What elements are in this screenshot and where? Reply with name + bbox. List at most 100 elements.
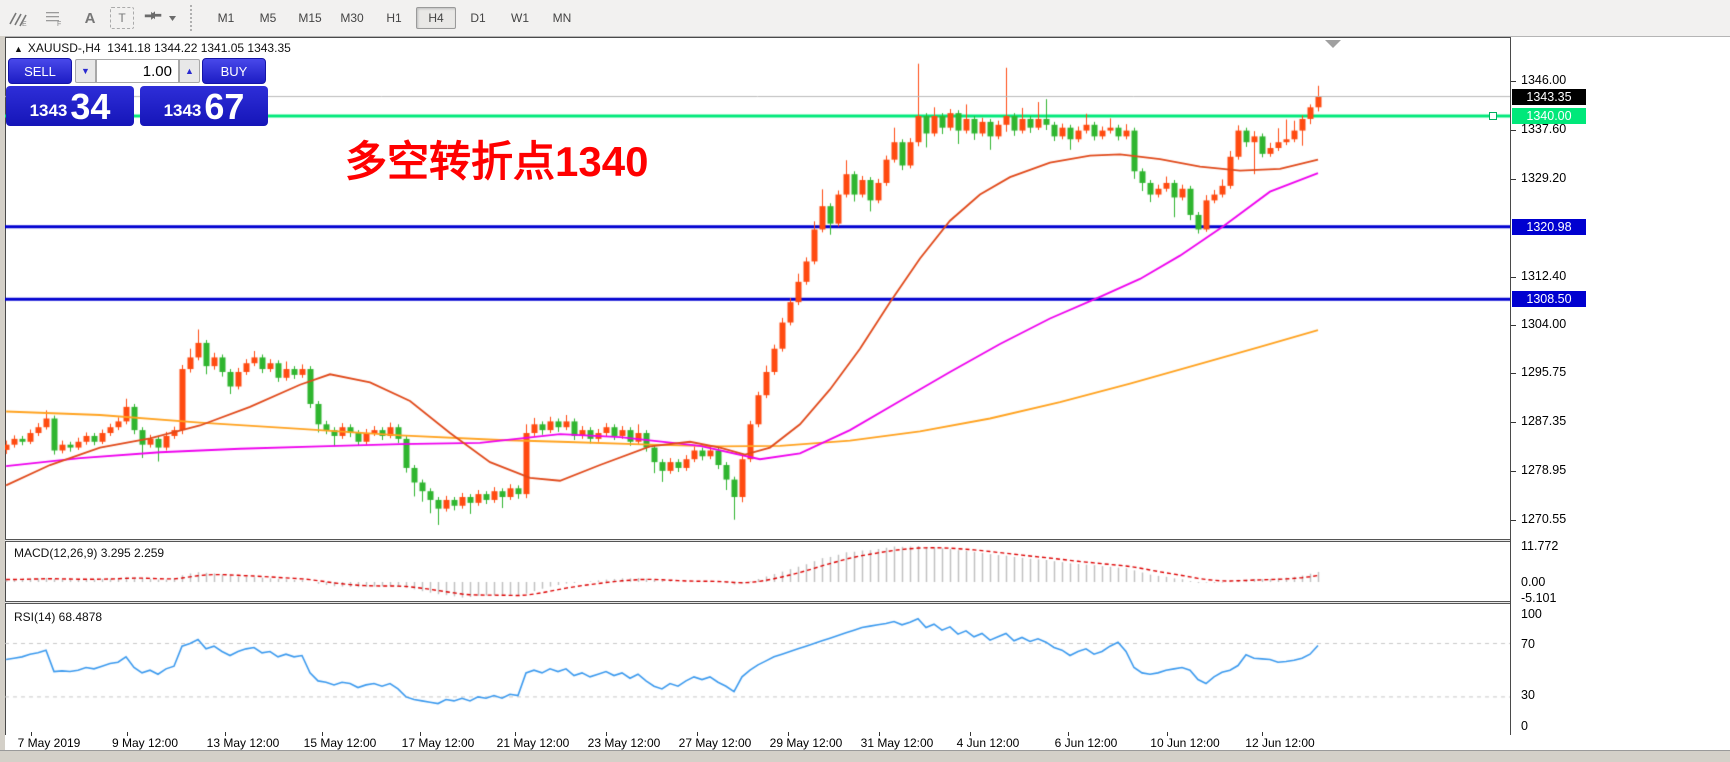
rsi-panel-canvas[interactable] <box>5 604 1510 734</box>
timeframe-button-m5[interactable]: M5 <box>259 11 277 25</box>
window-left-edge <box>0 36 5 761</box>
timeframe-buttons: M1 M5 M15 M30 H1 H4 D1 W1 MN <box>205 7 583 29</box>
timeframe-button-m15[interactable]: M15 <box>298 11 322 25</box>
time-axis-label: 7 May 2019 <box>17 736 81 750</box>
axis-tick <box>1262 732 1263 736</box>
svg-text:F: F <box>57 21 61 27</box>
panel-splitter[interactable] <box>5 539 1510 542</box>
price-axis-label: 1346.00 <box>1521 73 1567 88</box>
axis-tick <box>879 732 880 736</box>
buy-price-pips: 67 <box>204 86 245 127</box>
axis-tick <box>1511 81 1516 83</box>
indicators-icon[interactable]: E <box>2 4 34 32</box>
price-axis-label: 1287.35 <box>1521 414 1567 429</box>
chart-text-annotation[interactable]: 多空转折点1340 <box>345 138 649 185</box>
volume-increase-button[interactable]: ▲ <box>179 59 200 83</box>
text-box-icon[interactable]: T <box>110 7 134 29</box>
hline-handle[interactable] <box>1489 112 1497 121</box>
sell-price-prefix: 1343 <box>29 101 68 120</box>
one-click-trade-panel: SELL ▼ 1.00 ▲ BUY 1343 34 1343 67 <box>6 58 268 126</box>
time-axis-label: 4 Jun 12:00 <box>956 736 1020 750</box>
buy-button[interactable]: BUY <box>202 58 266 84</box>
price-axis[interactable]: 1346.00 1337.60 1329.20 1312.40 1304.00 1295.… <box>1511 37 1730 751</box>
time-axis-label: 6 Jun 12:00 <box>1054 736 1118 750</box>
time-axis-label: 27 May 12:00 <box>678 736 752 750</box>
rsi-axis-label: 30 <box>1521 688 1535 702</box>
axis-tick <box>970 732 971 736</box>
axis-tick <box>420 732 421 736</box>
price-axis-label: 1312.40 <box>1521 268 1567 283</box>
price-axis-label: 1329.20 <box>1521 170 1567 185</box>
chart-ohlc-values: 1341.18 1344.22 1341.05 1343.35 <box>107 41 291 55</box>
time-axis-label: 23 May 12:00 <box>587 736 661 750</box>
timeframe-button-mn[interactable]: MN <box>552 11 572 25</box>
timeframe-button-m30[interactable]: M30 <box>340 11 364 25</box>
volume-input[interactable]: 1.00 <box>96 59 179 83</box>
macd-panel-canvas[interactable] <box>5 542 1510 601</box>
sell-price-display[interactable]: 1343 34 <box>6 86 134 126</box>
axis-tick <box>1511 276 1516 278</box>
time-axis-label: 15 May 12:00 <box>303 736 377 750</box>
svg-text:E: E <box>22 21 27 27</box>
macd-axis-label: 0.00 <box>1521 575 1546 589</box>
chart-shift-marker-icon[interactable] <box>1325 40 1341 48</box>
text-label-icon[interactable]: A <box>84 9 96 27</box>
axis-tick <box>1511 422 1516 424</box>
price-badge: 1343.35 <box>1512 88 1586 105</box>
axis-tick <box>1511 471 1516 473</box>
timeframe-button-d1[interactable]: D1 <box>470 11 486 25</box>
time-axis-label: 21 May 12:00 <box>496 736 570 750</box>
axis-tick <box>1511 178 1516 180</box>
axis-tick <box>225 732 226 736</box>
chart-title: ▲ XAUUSD-,H4 1341.18 1344.22 1341.05 1343… <box>14 41 291 55</box>
symbol-marker-icon: ▲ <box>14 44 23 54</box>
axis-tick <box>515 732 516 736</box>
axis-tick <box>1511 520 1516 521</box>
axis-tick <box>31 732 32 736</box>
buy-price-prefix: 1343 <box>163 101 202 120</box>
time-axis-label: 17 May 12:00 <box>401 736 475 750</box>
macd-axis-label: 11.772 <box>1521 539 1559 553</box>
axis-tick <box>606 732 607 736</box>
toolbar-separator <box>190 5 199 31</box>
axis-tick <box>1511 325 1516 327</box>
macd-indicator-label: MACD(12,26,9) 3.295 2.259 <box>14 546 165 560</box>
macd-axis-label: -5.101 <box>1521 590 1557 605</box>
top-toolbar: E F A T M1 M5 M15 M30 H1 H4 D1 W1 MN <box>0 0 1730 37</box>
time-axis-label: 12 Jun 12:00 <box>1245 736 1315 750</box>
price-badge: 1320.98 <box>1512 218 1586 235</box>
price-axis-label: 1270.55 <box>1521 512 1567 526</box>
sell-price-pips: 34 <box>70 86 111 127</box>
price-axis-label: 1337.60 <box>1521 122 1567 136</box>
time-axis-label: 29 May 12:00 <box>769 736 843 750</box>
axis-tick <box>1511 373 1516 375</box>
rsi-axis-label: 0 <box>1521 719 1528 733</box>
panel-splitter[interactable] <box>5 601 1510 604</box>
timeframe-button-w1[interactable]: W1 <box>511 11 529 25</box>
volume-decrease-button[interactable]: ▼ <box>75 59 96 83</box>
chart-symbol-label: XAUUSD-,H4 <box>27 41 101 55</box>
time-axis[interactable]: 7 May 2019 9 May 12:00 13 May 12:00 15 May … <box>5 732 1511 750</box>
timeframe-button-h1[interactable]: H1 <box>386 11 402 25</box>
price-axis-label: 1278.95 <box>1521 463 1567 478</box>
grid-icon[interactable]: F <box>38 4 70 32</box>
axis-tick <box>1511 130 1516 131</box>
sell-button[interactable]: SELL <box>8 58 72 84</box>
timeframe-button-h4[interactable]: H4 <box>416 7 456 29</box>
rsi-axis-label: 70 <box>1521 637 1535 651</box>
price-axis-label: 1295.75 <box>1521 365 1567 380</box>
cycles-dropdown-icon[interactable] <box>138 4 182 32</box>
axis-tick <box>1068 732 1069 736</box>
rsi-indicator-label: RSI(14) 68.4878 <box>14 610 103 624</box>
time-axis-label: 10 Jun 12:00 <box>1150 736 1220 750</box>
buy-price-display[interactable]: 1343 67 <box>140 86 268 126</box>
price-badge: 1308.50 <box>1512 291 1586 308</box>
timeframe-button-m1[interactable]: M1 <box>217 11 235 25</box>
axis-tick <box>127 732 128 736</box>
price-axis-label: 1304.00 <box>1521 317 1567 332</box>
time-axis-label: 9 May 12:00 <box>111 736 179 750</box>
axis-tick <box>697 732 698 736</box>
rsi-axis-label: 100 <box>1521 607 1542 621</box>
time-axis-label: 31 May 12:00 <box>860 736 934 750</box>
axis-tick <box>1167 732 1168 736</box>
